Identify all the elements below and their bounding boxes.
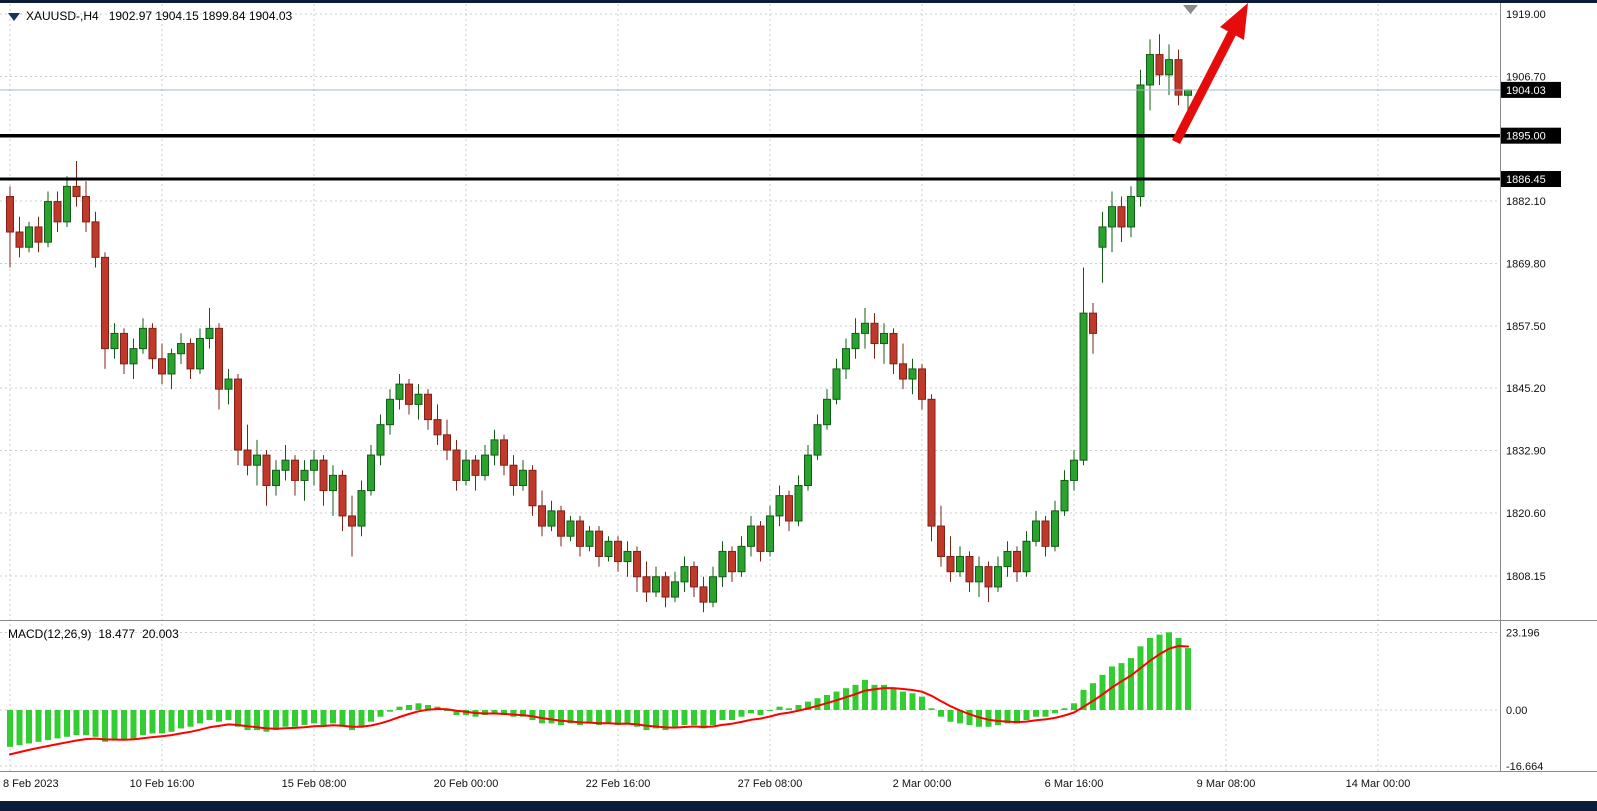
panel-separators: [0, 3, 1597, 772]
time-axis-label: 2 Mar 00:00: [893, 778, 952, 790]
macd-axis-label: 23.196: [1506, 627, 1540, 639]
current-price-tag: [1501, 81, 1561, 98]
time-axis-label: 8 Feb 2023: [3, 778, 59, 790]
time-axis-label: 6 Mar 16:00: [1045, 778, 1104, 790]
macd-indicator-label: MACD(12,26,9) 18.477 20.003: [8, 627, 186, 641]
macd-gridlines: [0, 631, 1500, 767]
ohlc-values: 1902.97 1904.15 1899.84 1904.03: [108, 9, 293, 23]
price-axis-label: 1808.15: [1506, 571, 1546, 583]
time-axis-label: 22 Feb 16:00: [586, 778, 651, 790]
macd-signal-line: [9, 645, 1189, 756]
price-axis-label: 1845.20: [1506, 383, 1546, 395]
hline-price-tag: [1501, 127, 1561, 144]
chart-dropdown-icon: [8, 12, 20, 21]
macd-axis-label: -16.664: [1506, 761, 1543, 773]
macd-signal-value: 20.003: [142, 627, 179, 641]
macd-axis-label: 0.00: [1506, 705, 1527, 717]
time-axis-label: 10 Feb 16:00: [130, 778, 195, 790]
symbol-period: XAUUSD-,H4: [26, 9, 99, 23]
price-tag-label: 1886.45: [1506, 174, 1546, 186]
price-axis-label: 1919.00: [1506, 9, 1546, 21]
price-axis-label: 1857.50: [1506, 321, 1546, 333]
macd-histogram: [7, 632, 1191, 747]
macd-main-value: 18.477: [98, 627, 136, 641]
time-axis-label: 27 Feb 08:00: [738, 778, 803, 790]
price-axis-label: 1906.70: [1506, 71, 1546, 83]
hline-price-tag: [1501, 171, 1561, 188]
chart-shift-marker[interactable]: [1183, 5, 1198, 14]
time-axis-label: 20 Feb 00:00: [434, 778, 499, 790]
macd-axis[interactable]: 23.196 0.00 -16.664: [1506, 627, 1543, 773]
time-axis[interactable]: 8 Feb 2023 10 Feb 16:00 15 Feb 08:00 20 Feb…: [3, 778, 1410, 790]
time-axis-label: 14 Mar 00:00: [1346, 778, 1411, 790]
candlestick-series: [6, 34, 1192, 613]
time-axis-label: 15 Feb 08:00: [282, 778, 347, 790]
price-tag-label: 1895.00: [1506, 131, 1546, 143]
macd-name: MACD(12,26,9): [8, 627, 92, 641]
symbol-ohlc-label: XAUUSD-,H4 1902.97 1904.15 1899.84 1904.0…: [8, 9, 292, 23]
price-gridlines: [0, 13, 1500, 577]
window-bottom-edge: [0, 801, 1597, 811]
price-axis[interactable]: 1919.00 1906.70 1904.03 1895.00 1886.45 1882.…: [1501, 9, 1561, 583]
price-axis-label: 1882.10: [1506, 196, 1546, 208]
price-axis-label: 1869.80: [1506, 258, 1546, 270]
trend-arrow[interactable]: [1171, 3, 1248, 145]
window-top-edge: [0, 0, 1597, 3]
price-tag-label: 1904.03: [1506, 85, 1546, 97]
time-axis-label: 9 Mar 08:00: [1197, 778, 1256, 790]
price-axis-label: 1820.60: [1506, 508, 1546, 520]
price-axis-label: 1832.90: [1506, 446, 1546, 458]
